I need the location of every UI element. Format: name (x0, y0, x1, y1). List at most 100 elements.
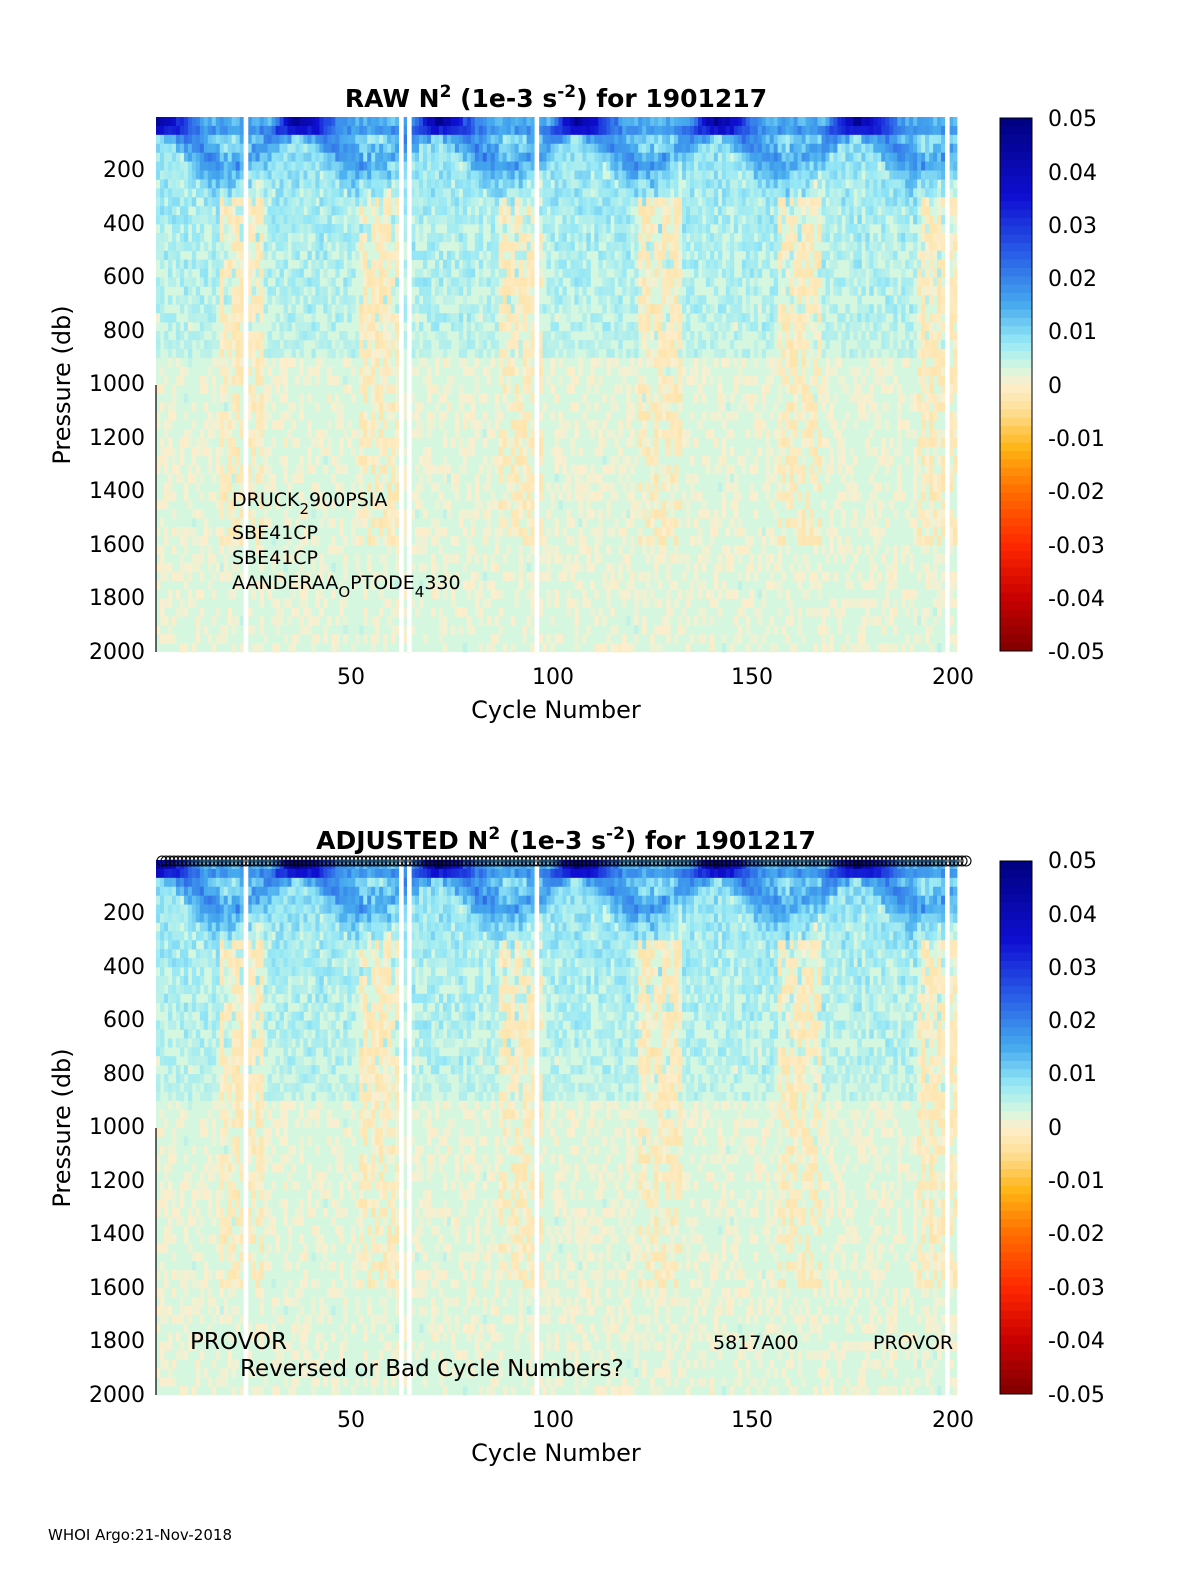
heatmap-cell (494, 277, 500, 287)
heatmap-cell (355, 331, 360, 341)
heatmap-cell (379, 438, 384, 448)
heatmap-cell (650, 241, 655, 252)
heatmap-cell (674, 482, 679, 492)
heatmap-cell (622, 206, 627, 216)
heatmap-cell (411, 625, 416, 635)
heatmap-cell (554, 304, 559, 314)
heatmap-cell (630, 429, 635, 439)
heatmap-cell (570, 366, 575, 376)
heatmap-cell (187, 161, 193, 171)
heatmap-cell (514, 206, 520, 216)
heatmap-cell (550, 643, 555, 653)
heatmap-cell (163, 215, 169, 225)
heatmap-cell (303, 571, 308, 582)
heatmap-cell (654, 446, 659, 457)
heatmap-cell (578, 143, 583, 154)
heatmap-cell (686, 313, 691, 323)
heatmap-cell (446, 268, 452, 278)
heatmap-cell (554, 161, 559, 171)
heatmap-cell (175, 224, 181, 234)
heatmap-cell (187, 339, 193, 350)
heatmap-cell (654, 125, 659, 136)
heatmap-cell (231, 643, 237, 653)
heatmap-cell (391, 527, 396, 537)
heatmap-cell (693, 125, 699, 136)
heatmap-cell (586, 161, 591, 171)
heatmap-cell (395, 438, 400, 448)
heatmap-cell (466, 259, 472, 269)
heatmap-cell (167, 322, 173, 332)
heatmap-cell (713, 241, 719, 252)
heatmap-cell (315, 589, 320, 599)
heatmap-cell (530, 438, 535, 448)
heatmap-cell (550, 348, 555, 359)
heatmap-cell (371, 206, 376, 216)
heatmap-cell (701, 143, 707, 154)
heatmap-cell (546, 117, 551, 127)
heatmap-cell (626, 384, 631, 394)
heatmap-cell (259, 286, 264, 296)
heatmap-cell (554, 295, 559, 305)
heatmap-cell (701, 553, 707, 564)
heatmap-cell (215, 188, 221, 198)
heatmap-cell (327, 188, 332, 198)
heatmap-cell (562, 188, 567, 198)
heatmap-cell (255, 313, 261, 323)
heatmap-cell (490, 277, 496, 287)
heatmap-cell (319, 215, 324, 225)
heatmap-cell (518, 562, 524, 573)
heatmap-cell (638, 375, 643, 385)
heatmap-cell (542, 304, 547, 314)
heatmap-cell (375, 170, 380, 180)
heatmap-cell (415, 366, 420, 376)
heatmap-cell (295, 607, 300, 617)
heatmap-cell (530, 500, 535, 510)
heatmap-cell (705, 268, 711, 278)
heatmap-cell (163, 571, 169, 582)
heatmap-cell (383, 464, 388, 475)
heatmap-cell (403, 482, 408, 492)
heatmap-cell (383, 170, 388, 180)
heatmap-cell (363, 134, 368, 145)
heatmap-cell (331, 206, 336, 216)
heatmap-cell (654, 473, 659, 483)
heatmap-cell (327, 250, 332, 261)
heatmap-cell (235, 304, 241, 314)
heatmap-cell (287, 170, 292, 180)
heatmap-cell (693, 393, 699, 403)
heatmap-cell (219, 304, 225, 314)
heatmap-cell (678, 268, 683, 278)
heatmap-cell (502, 348, 508, 359)
heatmap-cell (175, 117, 181, 127)
heatmap-cell (514, 348, 520, 359)
heatmap-cell (518, 348, 524, 359)
heatmap-cell (538, 455, 543, 466)
heatmap-cell (303, 589, 308, 599)
heatmap-cell (693, 375, 699, 385)
heatmap-cell (574, 625, 579, 635)
heatmap-cell (697, 607, 703, 617)
heatmap-cell (299, 143, 304, 154)
heatmap-cell (526, 482, 531, 492)
heatmap-cell (658, 117, 663, 127)
heatmap-cell (450, 125, 456, 136)
heatmap-cell (682, 331, 687, 341)
heatmap-cell (658, 625, 663, 635)
heatmap-cell (215, 125, 221, 136)
heatmap-cell (622, 224, 627, 234)
heatmap-cell (171, 339, 177, 350)
heatmap-cell (287, 277, 292, 287)
heatmap-cell (582, 464, 587, 475)
heatmap-cell (419, 473, 424, 483)
heatmap-cell (478, 117, 484, 127)
heatmap-cell (630, 331, 635, 341)
heatmap-cell (167, 161, 173, 171)
heatmap-cell (578, 152, 583, 162)
heatmap-cell (263, 134, 268, 145)
heatmap-cell (371, 232, 376, 243)
heatmap-cell (586, 206, 591, 216)
heatmap-cell (709, 375, 715, 385)
heatmap-cell (558, 455, 563, 466)
heatmap-cell (514, 473, 520, 483)
heatmap-cell (423, 634, 428, 644)
